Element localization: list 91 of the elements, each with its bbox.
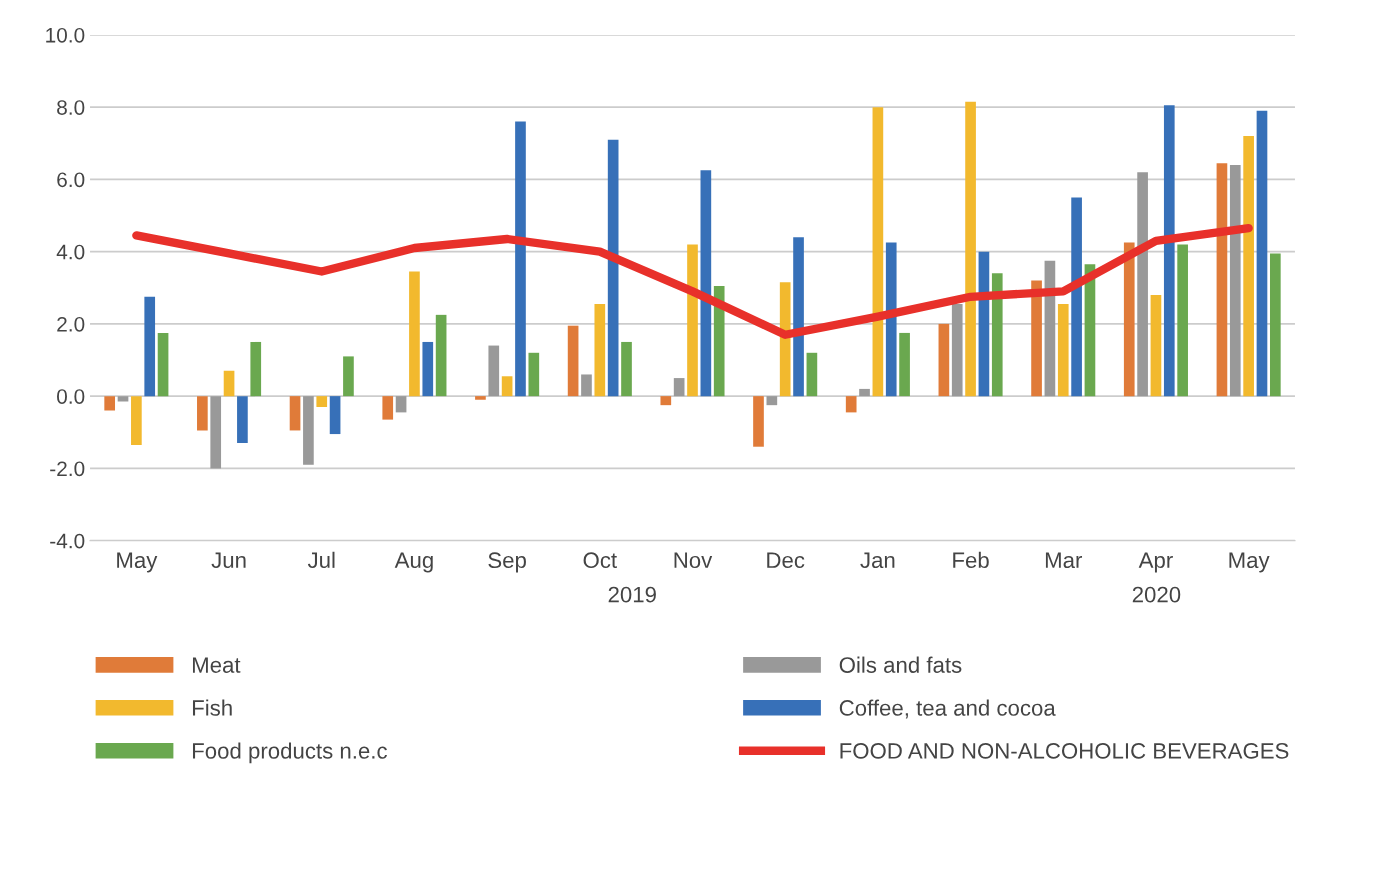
bar: [435, 314, 447, 397]
bar: [1229, 164, 1241, 397]
legend-label: Fish: [192, 699, 232, 716]
bar: [409, 271, 420, 397]
bar: [1216, 163, 1228, 397]
x-tick-label: Oct: [583, 552, 617, 569]
bar: [713, 285, 725, 397]
bar: [1150, 294, 1162, 397]
bar: [117, 396, 129, 402]
bar: [899, 332, 910, 397]
bar: [965, 101, 976, 397]
bar: [104, 396, 116, 411]
bar: [806, 352, 818, 397]
bar: [316, 396, 328, 407]
bar: [793, 237, 804, 397]
x-tick-label: Jun: [211, 552, 246, 569]
legend-label: Coffee, tea and cocoa: [839, 699, 1056, 719]
legend-label: FOOD AND NON-ALCOHOLIC BEVERAGES: [840, 743, 1289, 759]
bar: [197, 396, 208, 431]
bar: [1057, 304, 1069, 397]
bar: [303, 396, 314, 465]
bar: [779, 282, 791, 397]
text: 2019: [608, 586, 656, 603]
x-tick-label: May: [117, 552, 158, 573]
y-tick-label: -2.0: [50, 461, 85, 477]
x-tick-label: Nov: [674, 552, 713, 569]
bar: [753, 396, 764, 447]
legend-label: Meat: [192, 657, 241, 673]
bar: [1137, 172, 1148, 397]
legend-label: Food products n.e.c: [192, 742, 387, 764]
bar: [885, 242, 897, 397]
x-tick-label: Apr: [1138, 552, 1173, 573]
bar: [488, 345, 500, 397]
bar: [528, 352, 540, 397]
y-tick-label: 4.0: [56, 244, 85, 260]
x-tick-label: Feb: [953, 551, 989, 569]
y-tick-label: 8.0: [57, 100, 85, 115]
bar: [766, 396, 778, 406]
bar: [1177, 244, 1188, 397]
bar: [250, 341, 262, 397]
bar: [872, 107, 884, 397]
y-tick-label: -4.0: [50, 533, 85, 549]
bar: [223, 370, 235, 397]
bar: [859, 388, 870, 397]
bar: [1031, 280, 1042, 397]
bar: [1256, 110, 1268, 397]
bar: [501, 376, 513, 397]
bar: [382, 396, 394, 420]
y-tick-label: 6.0: [57, 172, 85, 188]
bar: [343, 356, 354, 397]
bar: [991, 273, 1003, 397]
bar: [329, 396, 341, 435]
x-tick-label: May: [1229, 552, 1270, 573]
bar: [621, 341, 632, 397]
x-tick-label: Jan: [860, 552, 895, 569]
bar: [144, 296, 156, 397]
y-tick-label: 2.0: [57, 316, 85, 332]
bar: [210, 396, 222, 469]
y-tick-label: 10.0: [46, 27, 85, 43]
text: 2020: [1132, 586, 1181, 603]
bar: [1269, 253, 1281, 397]
x-tick-label: Mar: [1045, 552, 1083, 569]
bar: [673, 378, 685, 397]
bar: [515, 121, 526, 397]
bar: [289, 396, 301, 431]
bar: [938, 323, 950, 397]
bar: [1123, 242, 1135, 397]
bar: [395, 396, 407, 413]
bar: [845, 396, 857, 413]
bar: [951, 304, 963, 397]
bar: [1243, 136, 1254, 397]
bar: [475, 396, 486, 400]
x-tick-label: Jul: [307, 551, 335, 569]
bar: [700, 170, 712, 397]
bar: [1163, 105, 1175, 397]
x-tick-label: Aug: [394, 552, 433, 573]
y-tick-label: 0.0: [57, 389, 85, 404]
bar: [422, 341, 434, 397]
x-tick-label: Dec: [767, 552, 805, 569]
bar: [594, 304, 606, 397]
bar: [607, 139, 619, 397]
bar: [687, 244, 698, 397]
bar: [1071, 197, 1082, 397]
x-tick-label: Sep: [488, 552, 526, 573]
bar: [567, 325, 579, 397]
bar: [157, 332, 169, 397]
bar: [237, 396, 248, 444]
bar: [581, 374, 592, 397]
bar: [660, 396, 672, 406]
legend-label: Oils and fats: [839, 656, 962, 673]
bar: [131, 396, 142, 445]
